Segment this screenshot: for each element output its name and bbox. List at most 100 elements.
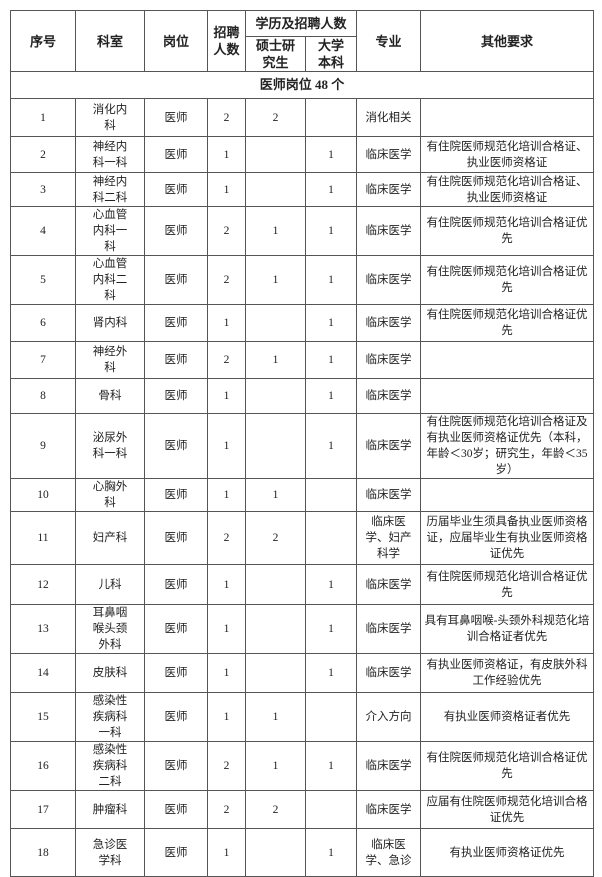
cell-post: 医师 [144, 692, 208, 742]
cell-post: 医师 [144, 206, 208, 256]
cell-master [245, 136, 306, 173]
cell-seq: 17 [10, 790, 76, 829]
cell-dept: 皮肤科 [75, 653, 145, 693]
cell-count: 1 [207, 378, 246, 414]
cell-bachelor: 1 [304, 413, 358, 479]
cell-seq: 1 [10, 98, 76, 137]
table-row: 13 耳鼻咽喉头颈外科 医师 1 1 临床医学 具有耳鼻咽喉-头颈外科规范化培训合格证者优先 [10, 604, 595, 654]
cell-other: 有住院医师规范化培训合格证优先 [420, 255, 595, 305]
table-row: 1 消化内科 医师 2 2 消化相关 [10, 98, 595, 137]
header-master: 硕士研究生 [245, 36, 306, 72]
cell-other: 有住院医师规范化培训合格证优先 [420, 304, 595, 342]
cell-dept: 心胸外科 [75, 478, 145, 512]
cell-major: 临床医学、妇产科学 [356, 511, 422, 565]
cell-seq: 9 [10, 413, 76, 479]
cell-other: 有住院医师规范化培训合格证、执业医师资格证 [420, 172, 595, 207]
table-row: 9 泌尿外科一科 医师 1 1 临床医学 有住院医师规范化培训合格证及有执业医师资格证优先（… [10, 413, 595, 479]
cell-seq: 12 [10, 564, 76, 605]
cell-dept: 消化内科 [75, 98, 145, 137]
table-row: 5 心血管内科二科 医师 2 1 1 临床医学 有住院医师规范化培训合格证优先 [10, 255, 595, 305]
cell-dept: 感染性疾病科一科 [75, 692, 145, 742]
cell-dept: 肿瘤科 [75, 790, 145, 829]
header-post: 岗位 [144, 10, 208, 72]
cell-count: 2 [207, 98, 246, 137]
cell-bachelor: 1 [304, 604, 358, 654]
recruitment-table: 序号 科室 岗位 招聘人数 学历及招聘人数 专业 其他要求 硕士研究生 大学本科… [9, 10, 595, 877]
cell-dept: 神经外科 [75, 341, 145, 379]
cell-dept: 神经内科二科 [75, 172, 145, 207]
cell-bachelor: 1 [304, 304, 358, 342]
header-other: 其他要求 [420, 10, 595, 72]
cell-seq: 2 [10, 136, 76, 173]
cell-bachelor: 1 [304, 741, 358, 791]
cell-major: 临床医学 [356, 604, 422, 654]
header-edu-group: 学历及招聘人数 [244, 10, 358, 37]
cell-master [245, 828, 306, 877]
cell-bachelor [304, 790, 358, 829]
table-row: 17 肿瘤科 医师 2 2 临床医学 应届有住院医师规范化培训合格证优先 [10, 790, 595, 829]
cell-post: 医师 [144, 255, 208, 305]
section-title: 医师岗位 48 个 [9, 71, 595, 99]
table-row: 4 心血管内科一科 医师 2 1 1 临床医学 有住院医师规范化培训合格证优先 [10, 206, 595, 256]
cell-count: 1 [207, 136, 246, 173]
cell-other: 有执业医师资格证，有皮肤外科工作经验优先 [420, 653, 595, 693]
cell-count: 1 [207, 304, 246, 342]
cell-other: 历届毕业生须具备执业医师资格证，应届毕业生有执业医师资格证优先 [420, 511, 595, 565]
cell-major: 临床医学 [356, 206, 422, 256]
cell-master [245, 413, 306, 479]
table-row: 10 心胸外科 医师 1 1 临床医学 [10, 478, 595, 512]
cell-count: 1 [207, 692, 246, 742]
cell-post: 医师 [144, 413, 208, 479]
cell-major: 临床医学 [356, 255, 422, 305]
header-count: 招聘人数 [207, 10, 246, 72]
cell-bachelor [304, 692, 358, 742]
cell-bachelor: 1 [304, 828, 358, 877]
cell-master: 2 [245, 790, 306, 829]
cell-major: 临床医学 [356, 378, 422, 414]
cell-count: 1 [207, 604, 246, 654]
cell-master [245, 378, 306, 414]
cell-post: 医师 [144, 172, 208, 207]
cell-dept: 耳鼻咽喉头颈外科 [75, 604, 145, 654]
cell-major: 临床医学 [356, 478, 422, 512]
cell-bachelor: 1 [304, 206, 358, 256]
cell-other: 有住院医师规范化培训合格证优先 [420, 564, 595, 605]
cell-dept: 儿科 [75, 564, 145, 605]
cell-post: 医师 [144, 304, 208, 342]
cell-master [245, 304, 306, 342]
cell-dept: 泌尿外科一科 [75, 413, 145, 479]
cell-other: 有执业医师资格证优先 [420, 828, 595, 877]
cell-count: 1 [207, 564, 246, 605]
cell-major: 临床医学 [356, 172, 422, 207]
cell-other: 具有耳鼻咽喉-头颈外科规范化培训合格证者优先 [420, 604, 595, 654]
cell-post: 医师 [144, 790, 208, 829]
table-row: 6 肾内科 医师 1 1 临床医学 有住院医师规范化培训合格证优先 [10, 304, 595, 342]
cell-count: 2 [207, 206, 246, 256]
cell-seq: 15 [10, 692, 76, 742]
cell-master: 2 [245, 511, 306, 565]
cell-dept: 肾内科 [75, 304, 145, 342]
cell-major: 临床医学 [356, 790, 422, 829]
cell-other: 有住院医师规范化培训合格证优先 [420, 206, 595, 256]
cell-seq: 6 [10, 304, 76, 342]
cell-other: 有住院医师规范化培训合格证、执业医师资格证 [420, 136, 595, 173]
header-dept: 科室 [75, 10, 145, 72]
cell-count: 2 [207, 255, 246, 305]
table-row: 16 感染性疾病科二科 医师 2 1 1 临床医学 有住院医师规范化培训合格证优先 [10, 741, 595, 791]
cell-seq: 8 [10, 378, 76, 414]
cell-other [420, 341, 595, 379]
cell-bachelor: 1 [304, 341, 358, 379]
cell-post: 医师 [144, 653, 208, 693]
table-row: 7 神经外科 医师 2 1 1 临床医学 [10, 341, 595, 379]
table-row: 18 急诊医学科 医师 1 1 临床医学、急诊 有执业医师资格证优先 [10, 828, 595, 877]
cell-count: 1 [207, 172, 246, 207]
header-major: 专业 [356, 10, 422, 72]
cell-master: 1 [245, 255, 306, 305]
cell-count: 2 [207, 790, 246, 829]
cell-major: 消化相关 [356, 98, 422, 137]
cell-master [245, 653, 306, 693]
cell-other [420, 98, 595, 137]
cell-post: 医师 [144, 478, 208, 512]
cell-master: 1 [245, 206, 306, 256]
cell-master [245, 564, 306, 605]
